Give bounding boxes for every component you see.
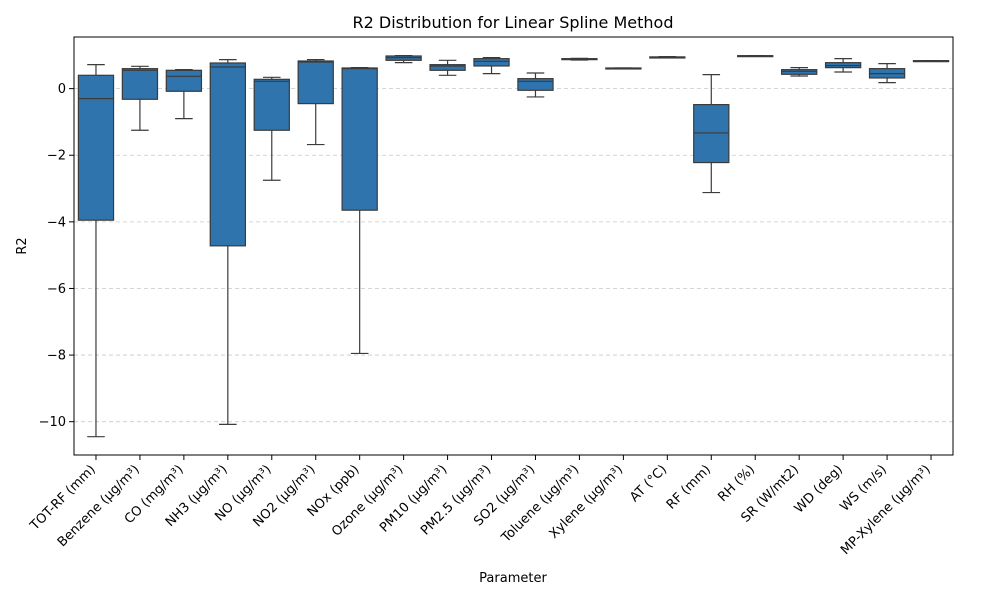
box-6 — [341, 67, 378, 355]
box-12 — [605, 67, 642, 70]
iqr-box — [780, 69, 818, 75]
box-10 — [517, 72, 554, 98]
y-tick-label: −4 — [47, 215, 66, 230]
y-tick-label: −8 — [47, 349, 66, 364]
x-tick-label: RH (%) — [715, 462, 758, 505]
x-axis-ticks: TOT-RF (mm)Benzene (µg/m³)CO (mg/m³)NH3 … — [27, 455, 934, 558]
box-series — [77, 55, 950, 438]
iqr-box — [473, 58, 510, 67]
box-1 — [121, 65, 159, 131]
y-axis-label: R2 — [15, 237, 30, 254]
iqr-box — [341, 67, 378, 211]
x-tick-label: RF (mm) — [664, 462, 714, 512]
x-tick-label: AT (°C) — [627, 462, 670, 505]
box-3 — [209, 59, 247, 425]
box-5 — [297, 59, 334, 146]
grid-lines — [74, 88, 953, 423]
box-14 — [693, 74, 730, 194]
y-tick-label: −2 — [47, 149, 66, 164]
y-axis-ticks: 0 −2 −4 −6 −8 −10 — [39, 82, 74, 430]
box-17 — [824, 58, 862, 73]
box-0 — [77, 64, 115, 438]
box-7 — [385, 55, 422, 64]
y-tick-label: 0 — [58, 82, 66, 97]
box-9 — [473, 57, 510, 75]
iqr-box — [165, 69, 203, 92]
box-2 — [165, 69, 203, 120]
x-tick-label: Toluene (µg/m³) — [498, 462, 582, 546]
box-8 — [429, 59, 466, 76]
iqr-box — [517, 78, 554, 91]
iqr-box — [209, 62, 247, 247]
iqr-box — [429, 64, 466, 71]
chart-title: R2 Distribution for Linear Spline Method — [353, 13, 674, 32]
iqr-box — [121, 68, 159, 100]
box-18 — [868, 63, 906, 84]
iqr-box — [693, 104, 730, 164]
y-tick-label: −10 — [39, 415, 66, 430]
box-11 — [561, 57, 598, 61]
plot-frame — [73, 36, 954, 456]
iqr-box — [297, 60, 334, 105]
x-tick-label: Benzene (µg/m³) — [55, 462, 143, 550]
box-4 — [253, 76, 290, 181]
x-tick-label: WD (deg) — [792, 462, 846, 516]
x-axis-label: Parameter — [479, 571, 547, 586]
box-16 — [780, 67, 818, 77]
iqr-box — [253, 78, 290, 131]
box-19 — [912, 60, 950, 63]
iqr-box — [77, 74, 115, 221]
box-15 — [737, 55, 774, 58]
box-13 — [649, 56, 686, 59]
y-tick-label: −6 — [47, 282, 66, 297]
